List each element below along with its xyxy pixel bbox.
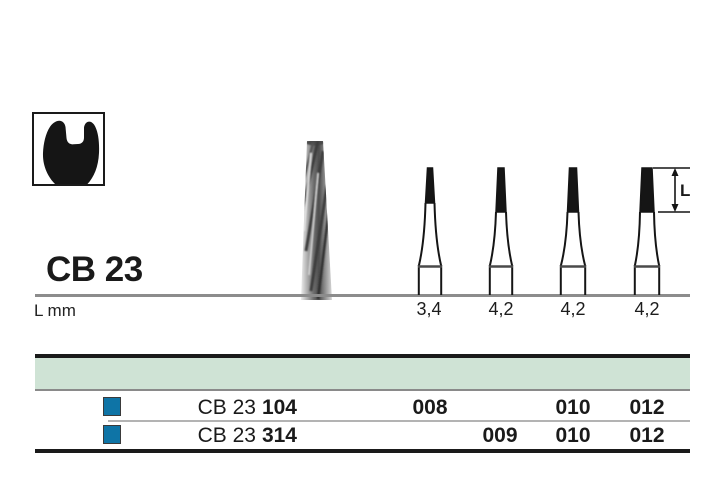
- size-value: 010: [555, 396, 591, 419]
- product-code-prefix: CB 23: [197, 396, 256, 419]
- size-value: 012: [629, 424, 665, 447]
- product-code-prefix: CB 23: [197, 424, 256, 447]
- table-bottom-border: [35, 449, 690, 453]
- order-number: 104: [261, 396, 297, 419]
- size-value: 008: [412, 396, 448, 419]
- product-code-title: CB 23: [46, 250, 143, 289]
- baseline-rule: [35, 294, 690, 297]
- table-top-border: [35, 354, 690, 358]
- size-value: 012: [629, 396, 665, 419]
- length-value: 4,2: [634, 299, 660, 319]
- bur-schematic-3: [559, 167, 587, 295]
- length-dimension-marker: [653, 167, 690, 213]
- dimension-label: L: [680, 181, 691, 200]
- table-row: CB 23 104: [150, 397, 297, 419]
- length-unit-label: L mm: [34, 301, 76, 320]
- length-value: 4,2: [488, 299, 514, 319]
- table-header-band: [35, 358, 690, 389]
- table-row-separator: [108, 420, 690, 422]
- size-value: 009: [482, 424, 518, 447]
- bur-photo: [301, 141, 332, 300]
- order-number: 314: [261, 424, 297, 447]
- length-value: 4,2: [560, 299, 586, 319]
- shank-type-marker: [103, 425, 121, 444]
- length-value: 3,4: [416, 299, 442, 319]
- tooth-silhouette-icon: [42, 120, 100, 184]
- bur-schematic-4: [633, 167, 661, 295]
- table-header-underline: [35, 389, 690, 391]
- bur-schematic-1: [417, 167, 443, 295]
- bur-head-shape-icon: [32, 112, 105, 186]
- size-value: 010: [555, 424, 591, 447]
- table-row: CB 23 314: [150, 425, 297, 447]
- bur-schematic-2: [488, 167, 514, 295]
- shank-type-marker: [103, 397, 121, 416]
